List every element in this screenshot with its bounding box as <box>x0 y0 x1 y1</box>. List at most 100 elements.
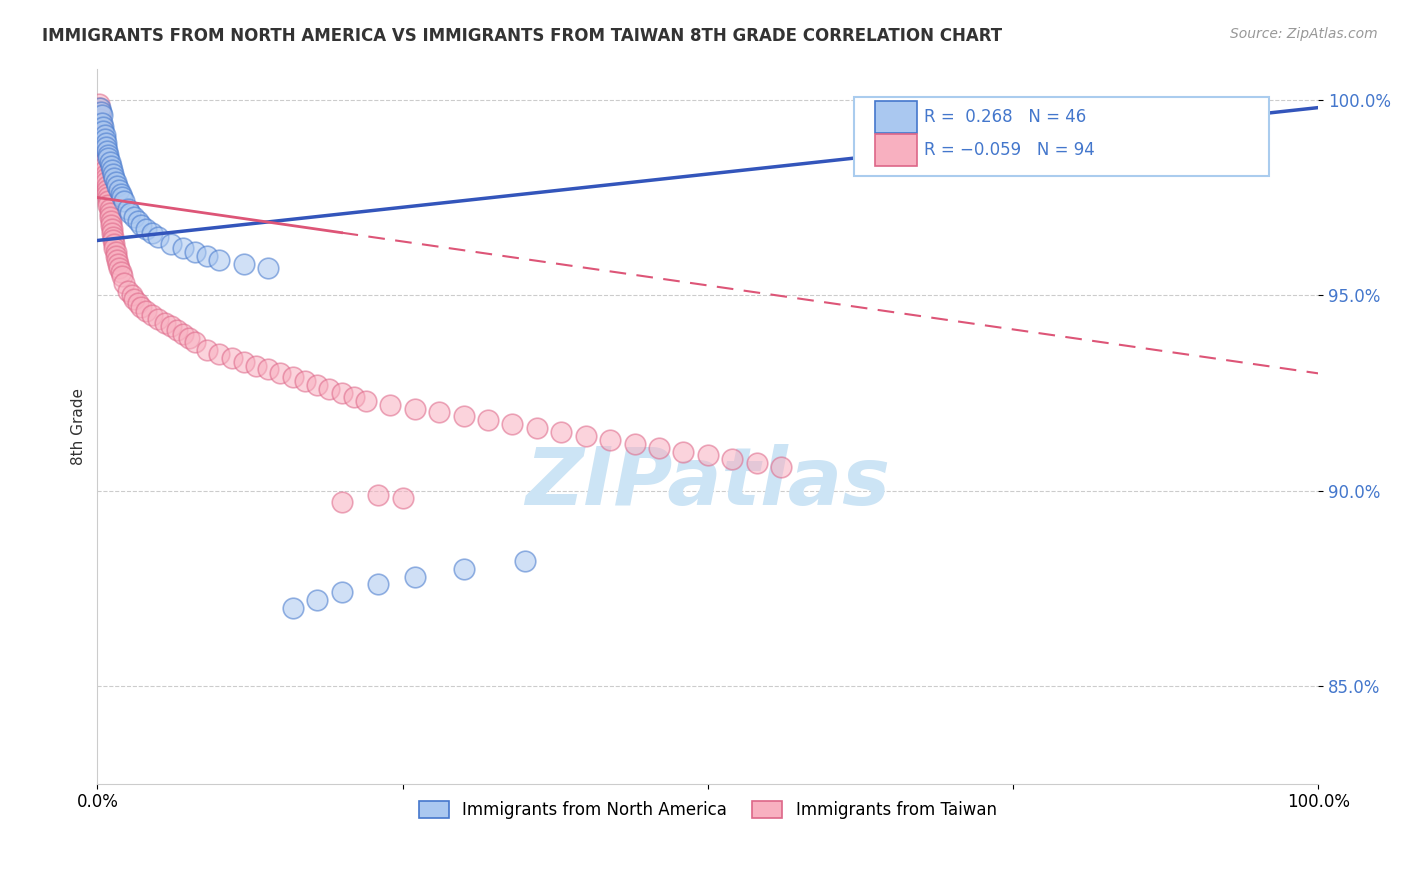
Point <box>404 569 426 583</box>
Point <box>122 292 145 306</box>
Point <box>96 178 118 193</box>
Point <box>575 429 598 443</box>
Point <box>307 593 329 607</box>
Point <box>94 167 117 181</box>
Point <box>380 398 402 412</box>
Point <box>103 234 125 248</box>
Point <box>104 175 127 189</box>
Point <box>404 401 426 416</box>
Point <box>93 152 115 166</box>
Point <box>232 257 254 271</box>
Point <box>120 206 142 220</box>
Point <box>110 265 132 279</box>
Point <box>90 116 112 130</box>
Point <box>208 347 231 361</box>
Text: IMMIGRANTS FROM NORTH AMERICA VS IMMIGRANTS FROM TAIWAN 8TH GRADE CORRELATION CH: IMMIGRANTS FROM NORTH AMERICA VS IMMIGRA… <box>42 27 1002 45</box>
Point <box>97 198 120 212</box>
Point <box>391 491 413 506</box>
Text: R = −0.059   N = 94: R = −0.059 N = 94 <box>924 141 1095 159</box>
Point <box>354 393 377 408</box>
Point <box>105 178 128 193</box>
Point <box>96 144 118 158</box>
Point <box>104 245 127 260</box>
Point <box>307 378 329 392</box>
Point <box>141 226 163 240</box>
Point <box>281 370 304 384</box>
Point <box>131 300 153 314</box>
Point <box>318 382 340 396</box>
Point <box>159 237 181 252</box>
Point <box>98 202 121 217</box>
Point <box>93 139 115 153</box>
Point <box>184 245 207 260</box>
Point <box>93 124 115 138</box>
Point <box>97 152 120 166</box>
Point <box>122 210 145 224</box>
Point <box>672 444 695 458</box>
FancyBboxPatch shape <box>855 97 1270 176</box>
Point <box>101 226 124 240</box>
Point <box>91 116 114 130</box>
Point <box>93 155 115 169</box>
Point <box>131 218 153 232</box>
Text: ZIPatlas: ZIPatlas <box>526 444 890 523</box>
Point <box>93 147 115 161</box>
Point <box>103 237 125 252</box>
Point <box>89 101 111 115</box>
Point <box>98 206 121 220</box>
Point <box>501 417 523 432</box>
Point <box>112 277 135 291</box>
Point <box>104 249 127 263</box>
Point <box>103 241 125 255</box>
Point <box>97 190 120 204</box>
Point <box>94 136 117 150</box>
Point <box>98 155 121 169</box>
Point <box>453 562 475 576</box>
Text: R =  0.268   N = 46: R = 0.268 N = 46 <box>924 108 1087 126</box>
Point <box>367 577 389 591</box>
Point <box>367 487 389 501</box>
FancyBboxPatch shape <box>875 102 917 133</box>
Point <box>477 413 499 427</box>
Point <box>100 218 122 232</box>
Point <box>89 112 111 127</box>
Point <box>91 128 114 142</box>
Text: Source: ZipAtlas.com: Source: ZipAtlas.com <box>1230 27 1378 41</box>
Point <box>103 167 125 181</box>
Point <box>770 460 793 475</box>
Point <box>453 409 475 424</box>
Point <box>93 159 115 173</box>
Point <box>108 183 131 197</box>
Point <box>599 433 621 447</box>
Point <box>221 351 243 365</box>
Point <box>89 104 111 119</box>
Point <box>245 359 267 373</box>
Point <box>96 183 118 197</box>
Point <box>103 170 125 185</box>
Point <box>513 554 536 568</box>
Point <box>91 132 114 146</box>
Point <box>232 354 254 368</box>
Point <box>721 452 744 467</box>
Point <box>121 288 143 302</box>
Point <box>89 108 111 122</box>
Point <box>90 124 112 138</box>
Point <box>148 311 170 326</box>
Point <box>184 335 207 350</box>
Point <box>648 441 671 455</box>
Point <box>93 132 115 146</box>
Point <box>112 194 135 209</box>
FancyBboxPatch shape <box>875 135 917 166</box>
Point <box>195 249 218 263</box>
Point <box>257 260 280 275</box>
Point <box>148 229 170 244</box>
Point <box>87 101 110 115</box>
Point <box>269 367 291 381</box>
Point <box>100 214 122 228</box>
Point <box>93 128 115 142</box>
Point <box>127 296 149 310</box>
Point <box>90 104 112 119</box>
Point <box>107 257 129 271</box>
Point <box>623 436 645 450</box>
Point <box>117 202 139 217</box>
